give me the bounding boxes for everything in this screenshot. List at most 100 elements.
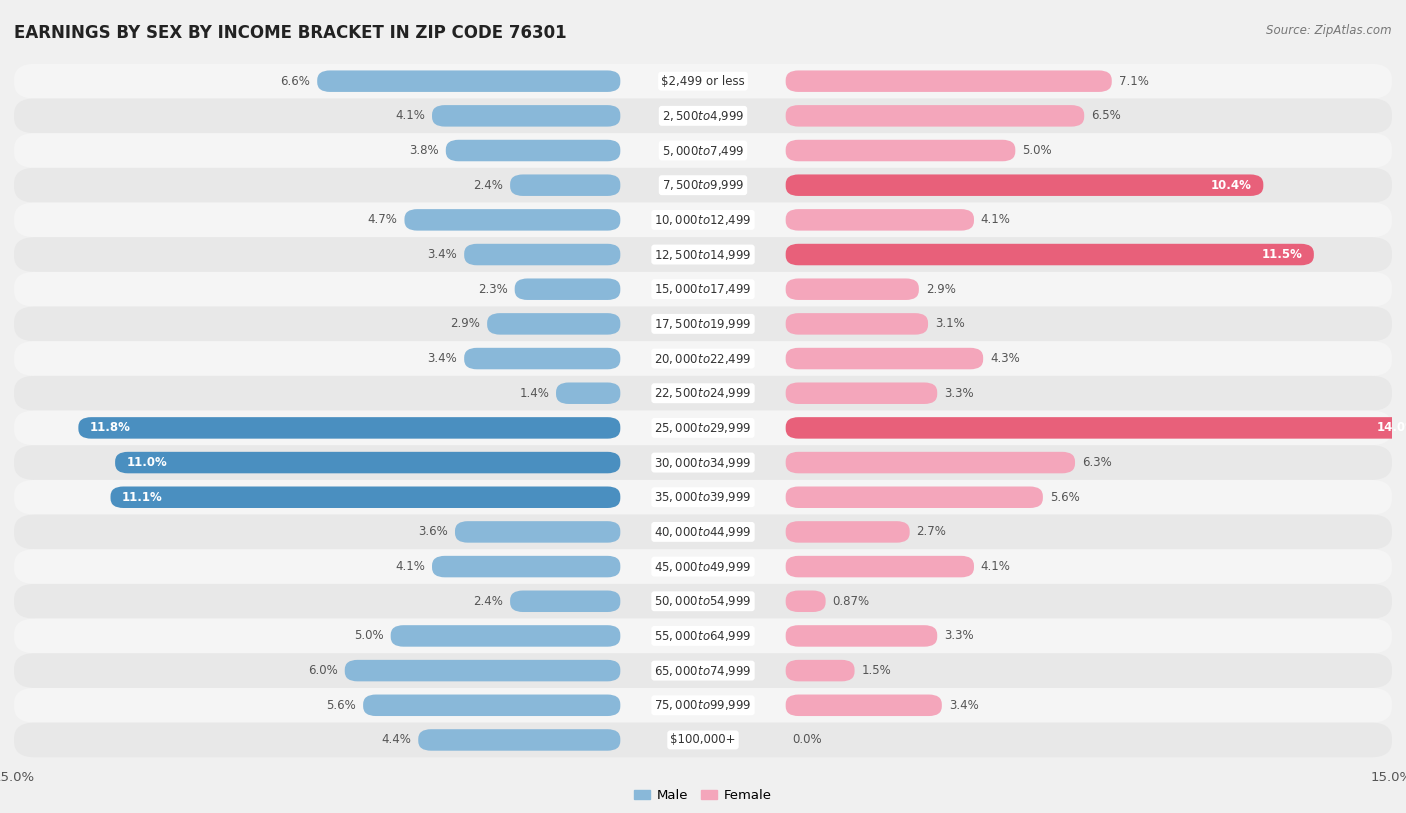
FancyBboxPatch shape — [14, 167, 1392, 202]
FancyBboxPatch shape — [405, 209, 620, 231]
FancyBboxPatch shape — [418, 729, 620, 750]
Text: 1.4%: 1.4% — [519, 387, 550, 400]
FancyBboxPatch shape — [464, 244, 620, 265]
Text: $45,000 to $49,999: $45,000 to $49,999 — [654, 559, 752, 574]
Text: Source: ZipAtlas.com: Source: ZipAtlas.com — [1267, 24, 1392, 37]
Text: 6.0%: 6.0% — [308, 664, 337, 677]
FancyBboxPatch shape — [510, 175, 620, 196]
Text: $7,500 to $9,999: $7,500 to $9,999 — [662, 178, 744, 192]
Text: 11.0%: 11.0% — [127, 456, 167, 469]
Text: $25,000 to $29,999: $25,000 to $29,999 — [654, 421, 752, 435]
Text: 7.1%: 7.1% — [1119, 75, 1149, 88]
FancyBboxPatch shape — [344, 660, 620, 681]
Text: $35,000 to $39,999: $35,000 to $39,999 — [654, 490, 752, 504]
Text: $17,500 to $19,999: $17,500 to $19,999 — [654, 317, 752, 331]
Text: 5.0%: 5.0% — [1022, 144, 1052, 157]
FancyBboxPatch shape — [786, 417, 1406, 439]
Text: 4.7%: 4.7% — [368, 213, 398, 226]
FancyBboxPatch shape — [786, 521, 910, 542]
Text: 14.0%: 14.0% — [1376, 421, 1406, 434]
FancyBboxPatch shape — [14, 376, 1392, 411]
Text: 1.5%: 1.5% — [862, 664, 891, 677]
FancyBboxPatch shape — [14, 654, 1392, 688]
Text: $55,000 to $64,999: $55,000 to $64,999 — [654, 629, 752, 643]
FancyBboxPatch shape — [14, 133, 1392, 167]
FancyBboxPatch shape — [391, 625, 620, 646]
Text: 10.4%: 10.4% — [1211, 179, 1251, 192]
FancyBboxPatch shape — [318, 71, 620, 92]
FancyBboxPatch shape — [786, 175, 1264, 196]
FancyBboxPatch shape — [786, 348, 983, 369]
Text: 3.6%: 3.6% — [419, 525, 449, 538]
FancyBboxPatch shape — [510, 590, 620, 612]
Text: $100,000+: $100,000+ — [671, 733, 735, 746]
Text: 5.0%: 5.0% — [354, 629, 384, 642]
FancyBboxPatch shape — [432, 556, 620, 577]
FancyBboxPatch shape — [14, 480, 1392, 515]
Text: 6.6%: 6.6% — [280, 75, 311, 88]
Text: 11.8%: 11.8% — [90, 421, 131, 434]
Text: 5.6%: 5.6% — [326, 699, 356, 711]
Text: 2.3%: 2.3% — [478, 283, 508, 296]
FancyBboxPatch shape — [786, 486, 1043, 508]
FancyBboxPatch shape — [786, 625, 938, 646]
FancyBboxPatch shape — [786, 313, 928, 335]
FancyBboxPatch shape — [14, 688, 1392, 723]
Text: $30,000 to $34,999: $30,000 to $34,999 — [654, 455, 752, 470]
FancyBboxPatch shape — [14, 723, 1392, 757]
FancyBboxPatch shape — [14, 64, 1392, 98]
Text: 11.1%: 11.1% — [122, 491, 163, 504]
FancyBboxPatch shape — [786, 382, 938, 404]
Text: 3.3%: 3.3% — [945, 387, 974, 400]
FancyBboxPatch shape — [515, 279, 620, 300]
Text: $2,500 to $4,999: $2,500 to $4,999 — [662, 109, 744, 123]
FancyBboxPatch shape — [786, 694, 942, 716]
Text: 0.87%: 0.87% — [832, 595, 870, 608]
Text: $20,000 to $22,499: $20,000 to $22,499 — [654, 351, 752, 366]
Text: 4.1%: 4.1% — [395, 110, 425, 122]
FancyBboxPatch shape — [555, 382, 620, 404]
FancyBboxPatch shape — [14, 619, 1392, 654]
FancyBboxPatch shape — [446, 140, 620, 161]
Text: $75,000 to $99,999: $75,000 to $99,999 — [654, 698, 752, 712]
Text: 3.4%: 3.4% — [427, 352, 457, 365]
Text: $5,000 to $7,499: $5,000 to $7,499 — [662, 144, 744, 158]
Text: 3.1%: 3.1% — [935, 317, 965, 330]
FancyBboxPatch shape — [786, 556, 974, 577]
FancyBboxPatch shape — [786, 452, 1076, 473]
Text: EARNINGS BY SEX BY INCOME BRACKET IN ZIP CODE 76301: EARNINGS BY SEX BY INCOME BRACKET IN ZIP… — [14, 24, 567, 42]
Text: 2.9%: 2.9% — [925, 283, 956, 296]
FancyBboxPatch shape — [14, 202, 1392, 237]
FancyBboxPatch shape — [14, 584, 1392, 619]
FancyBboxPatch shape — [14, 307, 1392, 341]
FancyBboxPatch shape — [464, 348, 620, 369]
Text: 3.4%: 3.4% — [427, 248, 457, 261]
Text: 5.6%: 5.6% — [1050, 491, 1080, 504]
Text: 11.5%: 11.5% — [1261, 248, 1302, 261]
FancyBboxPatch shape — [14, 550, 1392, 584]
FancyBboxPatch shape — [363, 694, 620, 716]
FancyBboxPatch shape — [786, 590, 825, 612]
Text: 2.7%: 2.7% — [917, 525, 946, 538]
Text: 6.3%: 6.3% — [1083, 456, 1112, 469]
FancyBboxPatch shape — [14, 237, 1392, 272]
Text: 2.4%: 2.4% — [474, 595, 503, 608]
FancyBboxPatch shape — [14, 411, 1392, 446]
Text: 2.9%: 2.9% — [450, 317, 481, 330]
Text: 4.1%: 4.1% — [981, 213, 1011, 226]
Legend: Male, Female: Male, Female — [628, 784, 778, 807]
FancyBboxPatch shape — [786, 209, 974, 231]
FancyBboxPatch shape — [111, 486, 620, 508]
FancyBboxPatch shape — [79, 417, 620, 439]
Text: $15,000 to $17,499: $15,000 to $17,499 — [654, 282, 752, 296]
Text: 4.1%: 4.1% — [395, 560, 425, 573]
Text: $2,499 or less: $2,499 or less — [661, 75, 745, 88]
Text: $65,000 to $74,999: $65,000 to $74,999 — [654, 663, 752, 677]
Text: 3.4%: 3.4% — [949, 699, 979, 711]
Text: $12,500 to $14,999: $12,500 to $14,999 — [654, 247, 752, 262]
Text: 2.4%: 2.4% — [474, 179, 503, 192]
FancyBboxPatch shape — [786, 660, 855, 681]
FancyBboxPatch shape — [786, 105, 1084, 127]
FancyBboxPatch shape — [456, 521, 620, 542]
FancyBboxPatch shape — [14, 515, 1392, 550]
